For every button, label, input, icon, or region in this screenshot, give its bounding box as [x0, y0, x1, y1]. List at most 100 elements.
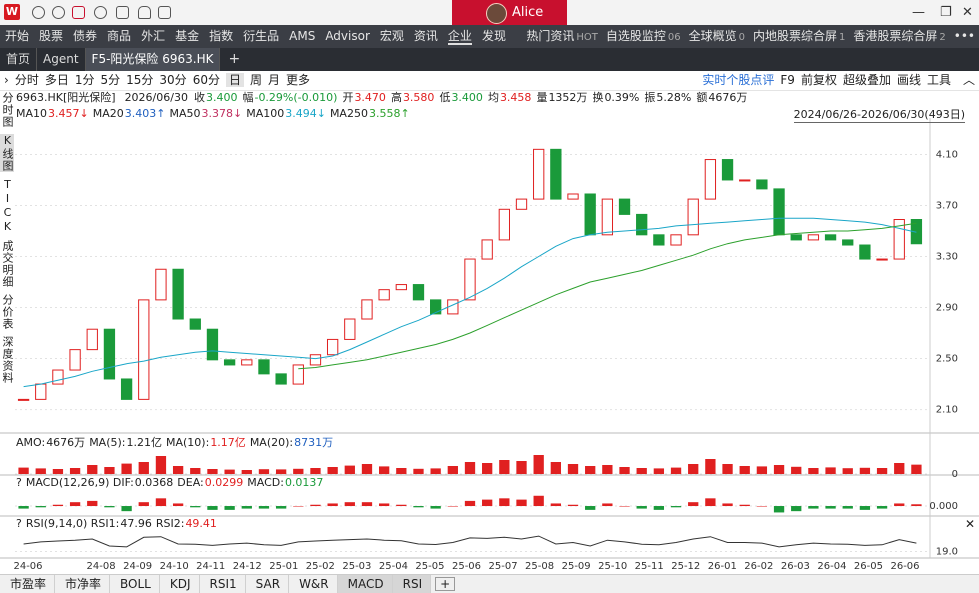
- menu-item[interactable]: 宏观: [379, 29, 404, 43]
- period-button[interactable]: 更多: [286, 73, 311, 87]
- redo-icon[interactable]: [52, 6, 65, 19]
- indicator-tab[interactable]: 市盈率: [0, 575, 56, 593]
- side-tab[interactable]: 成交明细: [1, 240, 14, 288]
- window-icon[interactable]: [116, 6, 129, 19]
- menu-link[interactable]: 全球概览: [688, 29, 737, 43]
- menu-item[interactable]: 债券: [73, 29, 98, 43]
- tool-button[interactable]: 工具: [926, 73, 951, 87]
- period-button[interactable]: 日: [225, 73, 244, 87]
- menu-badge: 06: [667, 32, 681, 43]
- user-tab[interactable]: Alice: [452, 0, 567, 25]
- side-tab[interactable]: 深度资料: [1, 336, 14, 384]
- tool-button[interactable]: 前复权: [800, 73, 837, 87]
- help-mark[interactable]: ?: [16, 476, 22, 489]
- menu-item[interactable]: 商品: [107, 29, 132, 43]
- scroll-up[interactable]: ︿: [962, 73, 975, 87]
- period-button[interactable]: 1分: [74, 73, 95, 87]
- legend-value: 3.558↑: [368, 107, 410, 120]
- pdf-icon[interactable]: [72, 6, 85, 19]
- tab[interactable]: Agent: [37, 48, 86, 71]
- chat-icon[interactable]: [94, 6, 107, 19]
- candle-body: [550, 148, 562, 200]
- period-button[interactable]: 月: [268, 73, 281, 87]
- maximize-button[interactable]: ❐: [940, 5, 952, 20]
- menu-link[interactable]: 自选股监控: [605, 29, 666, 43]
- indicator-tab[interactable]: 市净率: [55, 575, 111, 593]
- candle-body: [344, 318, 356, 340]
- menu-item[interactable]: 基金: [175, 29, 200, 43]
- x-tick-label: 25-12: [671, 561, 700, 572]
- menu-item[interactable]: 股票: [39, 29, 64, 43]
- bar: [653, 506, 665, 510]
- side-tab[interactable]: 分价表: [1, 294, 14, 330]
- period-button[interactable]: 5分: [100, 73, 121, 87]
- undo-icon[interactable]: [32, 6, 45, 19]
- candle-body: [876, 258, 888, 261]
- indicator-tab[interactable]: BOLL: [110, 575, 160, 593]
- period-button[interactable]: 分时: [14, 73, 39, 87]
- menu-link[interactable]: 热门资讯: [526, 29, 575, 43]
- legend-label: MA(5):: [89, 436, 126, 449]
- minimize-button[interactable]: —: [912, 5, 925, 20]
- bar: [413, 468, 424, 474]
- app-logo: W: [4, 4, 20, 20]
- period-button[interactable]: 60分: [192, 73, 220, 87]
- legend-label: MA50: [169, 107, 201, 120]
- indicator-tab[interactable]: SAR: [246, 575, 290, 593]
- period-button[interactable]: 周: [249, 73, 262, 87]
- bar: [172, 466, 184, 474]
- bar: [482, 463, 493, 474]
- bar: [825, 506, 836, 509]
- close-button[interactable]: ✕: [962, 5, 973, 20]
- collapse-arrow[interactable]: ›: [4, 73, 9, 87]
- bar: [842, 506, 853, 509]
- menu-link[interactable]: 内地股票综合屏: [752, 29, 837, 43]
- x-tick-label: 24-06: [13, 561, 42, 572]
- help-mark[interactable]: ?: [16, 517, 22, 530]
- tab[interactable]: 首页: [0, 48, 38, 71]
- period-button[interactable]: 30分: [159, 73, 187, 87]
- tool-button[interactable]: 实时个股点评: [702, 73, 775, 87]
- side-tab[interactable]: 分时图: [1, 92, 14, 128]
- bar: [722, 503, 733, 507]
- menu-item[interactable]: 指数: [209, 29, 234, 43]
- menu-link[interactable]: 香港股票综合屏: [853, 29, 938, 43]
- bell-icon[interactable]: [138, 6, 151, 19]
- tool-button[interactable]: 画线: [896, 73, 921, 87]
- tool-button[interactable]: F9: [780, 73, 795, 87]
- add-tab[interactable]: +: [228, 51, 241, 67]
- bar: [911, 504, 922, 507]
- add-indicator[interactable]: +: [435, 577, 456, 591]
- tab[interactable]: F5-阳光保险 6963.HK: [85, 48, 221, 71]
- candle-body: [704, 159, 717, 200]
- indicator-tab[interactable]: MACD: [337, 575, 393, 593]
- indicator-tab[interactable]: W&R: [289, 575, 338, 593]
- indicator-tab[interactable]: RSI: [392, 575, 432, 593]
- menu-item[interactable]: 资讯: [413, 29, 438, 43]
- bar: [791, 506, 802, 512]
- field-value: 4676万: [708, 91, 748, 104]
- menu-item[interactable]: Advisor: [325, 29, 370, 43]
- menu-item[interactable]: 外汇: [141, 29, 166, 43]
- side-tab[interactable]: K线图: [0, 134, 14, 172]
- close-panel[interactable]: ✕: [964, 517, 975, 531]
- date-range[interactable]: 2024/06/26-2026/06/30(493日): [793, 108, 965, 123]
- indicator-tab[interactable]: KDJ: [160, 575, 200, 593]
- field-value: 3.400: [451, 91, 483, 104]
- bar: [791, 466, 802, 474]
- quote-date: 2026/06/30: [124, 91, 188, 104]
- more-button[interactable]: •••: [953, 29, 975, 43]
- menu-item[interactable]: 衍生品: [243, 29, 280, 43]
- note-icon[interactable]: [158, 6, 171, 19]
- candle-body: [309, 354, 322, 366]
- menu-item[interactable]: AMS: [289, 29, 316, 43]
- y-tick-label: 0.000: [929, 501, 958, 512]
- period-button[interactable]: 15分: [126, 73, 154, 87]
- indicator-tab[interactable]: RSI1: [200, 575, 246, 593]
- menu-item[interactable]: 发现: [481, 29, 506, 43]
- tool-button[interactable]: 超级叠加: [842, 73, 891, 87]
- menu-item[interactable]: 开始: [5, 29, 30, 43]
- period-button[interactable]: 多日: [44, 73, 69, 87]
- side-tab[interactable]: TICK: [1, 178, 14, 234]
- menu-item[interactable]: 企业: [447, 29, 472, 45]
